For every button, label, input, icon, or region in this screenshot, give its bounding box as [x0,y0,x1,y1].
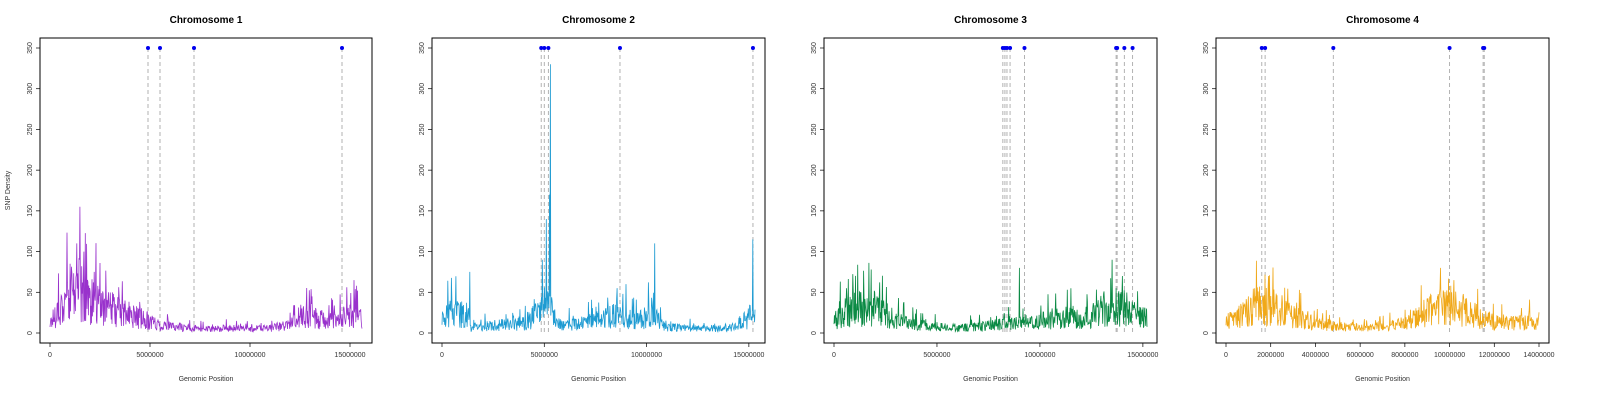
plot-frame [431,37,766,344]
y-tick-label: 250 [811,123,818,135]
x-tick-label: 5000000 [136,352,163,359]
x-axis-label: Genomic Position [1355,376,1410,383]
x-tick-label: 15000000 [334,352,365,359]
y-tick-label: 250 [27,123,34,135]
snp-density-series [441,64,756,334]
y-tick-label: 300 [811,83,818,95]
x-tick-label: 0 [1224,352,1228,359]
x-axis-label: Genomic Position [179,376,234,383]
x-axis-label: Genomic Position [571,376,626,383]
y-tick-label: 50 [811,288,818,296]
x-tick-label: 6000000 [1347,352,1374,359]
marker-point [1122,46,1127,50]
x-tick-label: 4000000 [1302,352,1329,359]
y-tick-label: 150 [27,205,34,217]
y-tick-label: 300 [419,83,426,95]
marker-point [1115,46,1120,50]
x-tick-label: 0 [832,352,836,359]
x-tick-label: 0 [48,352,52,359]
y-tick-label: 0 [419,331,426,335]
y-tick-label: 0 [1203,331,1210,335]
x-tick-label: 12000000 [1479,352,1510,359]
snp-density-series [1225,260,1540,332]
plot-frame [1215,37,1550,344]
snp-density-series [49,206,363,333]
y-tick-label: 200 [27,164,34,176]
chart-panel-1: Chromosome 1 0 50 100 150 200 250 300 350 0 500000… [5,15,373,383]
y-tick-label: 0 [27,331,34,335]
marker-point [1022,46,1027,50]
y-tick-label: 100 [27,246,34,258]
marker-point [146,46,150,50]
y-tick-label: 200 [1203,164,1210,176]
marker-point [1447,46,1452,50]
y-tick-label: 0 [811,331,818,335]
chart-panel-4: Chromosome 4 0 50 100 150 200 250 300 350 0 200000… [1203,15,1555,383]
x-tick-label: 15000000 [1127,352,1158,359]
y-tick-label: 350 [811,42,818,54]
y-tick-label: 150 [1203,205,1210,217]
x-axis-label: Genomic Position [963,376,1018,383]
x-tick-label: 10000000 [234,352,265,359]
marker-point [1130,46,1135,50]
chart-title: Chromosome 1 [170,15,243,26]
chart-panel-2: Chromosome 2 0 50 100 150 200 250 300 350 0 500000… [419,15,766,383]
y-tick-label: 50 [27,288,34,296]
y-tick-label: 200 [419,164,426,176]
x-tick-label: 2000000 [1257,352,1284,359]
y-tick-label: 50 [1203,288,1210,296]
y-tick-label: 150 [419,205,426,217]
y-tick-label: 350 [1203,42,1210,54]
y-tick-label: 300 [27,83,34,95]
marker-point [617,46,622,50]
plot-frame [39,37,373,344]
y-tick-label: 100 [811,246,818,258]
x-tick-label: 5000000 [531,352,558,359]
y-tick-label: 50 [419,288,426,296]
chart-title: Chromosome 4 [1346,15,1419,26]
x-tick-label: 10000000 [1434,352,1465,359]
x-tick-label: 10000000 [631,352,662,359]
y-tick-label: 100 [1203,246,1210,258]
x-tick-label: 15000000 [733,352,764,359]
snp-density-series [833,259,1148,333]
marker-point [158,46,162,50]
marker-point [1008,46,1013,50]
marker-point [192,46,196,50]
x-tick-label: 14000000 [1523,352,1554,359]
chart-title: Chromosome 3 [954,15,1027,26]
x-tick-label: 5000000 [923,352,950,359]
marker-point [546,46,551,50]
y-tick-label: 250 [419,123,426,135]
x-tick-label: 10000000 [1024,352,1055,359]
marker-point [1482,46,1487,50]
marker-point [340,46,344,50]
marker-point [750,46,755,50]
marker-point [542,46,547,50]
y-axis-label: SNP Density [5,170,12,210]
marker-point [1004,46,1009,50]
x-tick-label: 0 [440,352,444,359]
x-tick-label: 8000000 [1391,352,1418,359]
y-tick-label: 100 [419,246,426,258]
y-tick-label: 350 [419,42,426,54]
y-tick-label: 300 [1203,83,1210,95]
plot-frame [823,37,1158,344]
y-tick-label: 150 [811,205,818,217]
y-tick-label: 250 [1203,123,1210,135]
chart-panel-3: Chromosome 3 0 50 100 150 200 250 300 350 0 500000… [811,15,1159,383]
marker-point [1263,46,1268,50]
marker-point [1331,46,1336,50]
marker-point [1259,46,1264,50]
y-tick-label: 200 [811,164,818,176]
chart-title: Chromosome 2 [562,15,635,26]
marker-point [539,46,544,50]
y-tick-label: 350 [27,42,34,54]
